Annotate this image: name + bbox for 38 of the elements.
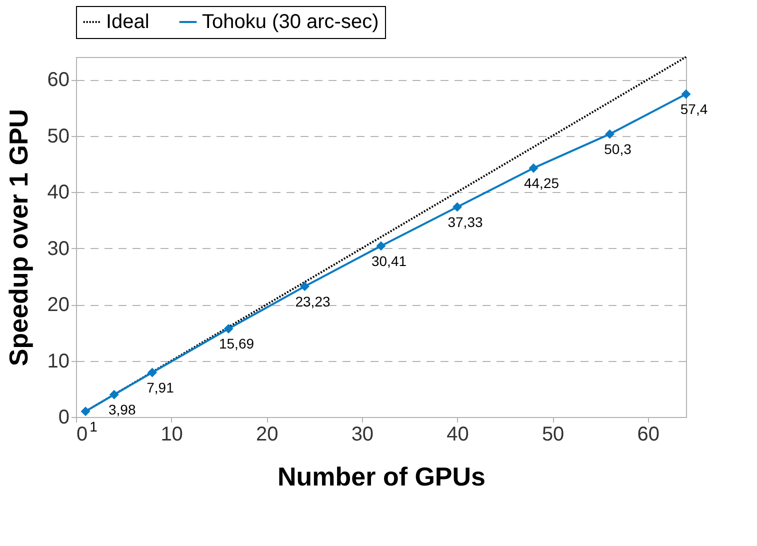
data-label: 50,3 (604, 141, 632, 158)
data-label: 1 (90, 418, 98, 434)
point (681, 89, 691, 99)
point (300, 282, 310, 292)
point (376, 241, 386, 251)
x-tick-label: 50 (542, 424, 564, 446)
point (224, 324, 234, 334)
data-label: 7,91 (146, 380, 174, 396)
x-tick-label: 10 (160, 424, 183, 446)
x-tick-label: 0 (76, 424, 88, 446)
data-label: 44,25 (524, 175, 560, 192)
point (148, 368, 157, 378)
point (80, 406, 90, 416)
point (605, 129, 614, 139)
x-tick-label: 30 (351, 424, 374, 446)
y-tick-label: 30 (47, 238, 70, 260)
x-axis-title: Number of GPUs (277, 462, 486, 492)
data-label: 15,69 (218, 336, 254, 352)
data-label: 57,4 (680, 101, 708, 118)
y-tick-label: 10 (47, 350, 70, 372)
y-tick-label: 20 (47, 294, 70, 316)
y-tick-label: 50 (47, 125, 70, 148)
point (109, 390, 119, 400)
data-label: 30,41 (371, 252, 407, 269)
y-tick-label: 40 (47, 182, 70, 204)
data-label: 37,33 (448, 214, 483, 230)
point (528, 163, 538, 173)
x-tick-label: 60 (637, 424, 660, 446)
data-label: 3,98 (108, 402, 136, 418)
legend-label: Ideal (106, 11, 150, 33)
legend-label: Tohoku (30 arc-sec) (202, 11, 379, 33)
y-tick-label: 0 (58, 406, 70, 428)
x-tick-label: 40 (446, 424, 469, 446)
point (452, 202, 462, 212)
y-tick-label: 60 (47, 69, 70, 91)
x-tick-label: 20 (256, 424, 278, 446)
y-axis-title: Speedup over 1 GPU (3, 108, 34, 366)
data-label: 23,23 (295, 293, 330, 310)
